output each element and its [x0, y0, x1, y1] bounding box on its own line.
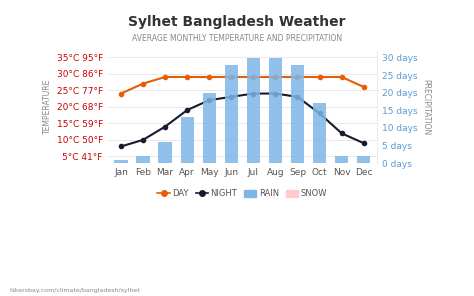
Bar [247, 57, 260, 163]
Bar [313, 103, 326, 163]
Bar [291, 65, 304, 163]
Bar [202, 93, 216, 163]
Y-axis label: TEMPERATURE: TEMPERATURE [44, 79, 53, 134]
Y-axis label: PRECIPITATION: PRECIPITATION [421, 79, 430, 135]
Bar [114, 160, 128, 163]
Text: Sylhet Bangladesh Weather: Sylhet Bangladesh Weather [128, 15, 346, 29]
Bar [181, 117, 194, 163]
Bar [335, 156, 348, 163]
Bar [357, 156, 370, 163]
Legend: DAY, NIGHT, RAIN, SNOW: DAY, NIGHT, RAIN, SNOW [154, 186, 330, 202]
Bar [137, 156, 150, 163]
Bar [225, 65, 238, 163]
Text: AVERAGE MONTHLY TEMPERATURE AND PRECIPITATION: AVERAGE MONTHLY TEMPERATURE AND PRECIPIT… [132, 34, 342, 43]
Bar [269, 57, 282, 163]
Bar [158, 142, 172, 163]
Text: hikersbay.com/climate/bangladesh/sylhet: hikersbay.com/climate/bangladesh/sylhet [9, 288, 140, 293]
